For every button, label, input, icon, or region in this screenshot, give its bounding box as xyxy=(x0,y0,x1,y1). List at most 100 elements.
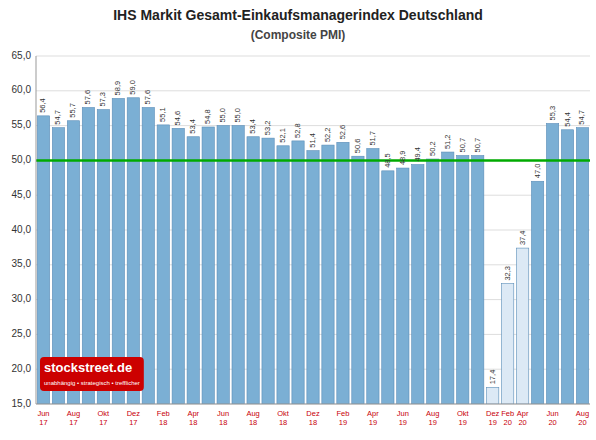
data-label: 55,0 xyxy=(218,108,227,123)
x-tick-line: 18 xyxy=(309,418,317,427)
bar xyxy=(427,159,439,404)
bar xyxy=(546,124,558,404)
x-axis xyxy=(36,404,590,405)
x-tick-line: Aug xyxy=(426,409,439,418)
x-tick-label: Aug19 xyxy=(426,409,439,427)
bar xyxy=(292,141,304,404)
chart: IHS Markit Gesamt-Einkaufsmanagerindex D… xyxy=(0,0,596,440)
x-tick-line: 17 xyxy=(99,418,107,427)
x-tick-label: Dez19 xyxy=(486,409,500,427)
x-tick-label: Dez17 xyxy=(127,409,141,427)
data-label: 54,4 xyxy=(563,112,572,127)
x-tick-label: Feb18 xyxy=(157,409,170,427)
data-label: 57,6 xyxy=(143,90,152,105)
x-tick-line: Okt xyxy=(457,409,470,418)
grid-line xyxy=(36,56,590,57)
x-tick-label: Apr20 xyxy=(517,409,529,427)
x-tick-label: Jun17 xyxy=(37,409,49,427)
bar xyxy=(277,146,289,404)
bar xyxy=(337,142,349,404)
x-tick-line: 20 xyxy=(518,418,526,427)
bar xyxy=(412,165,424,404)
x-tick-line: Okt xyxy=(277,409,290,418)
bars xyxy=(37,98,588,404)
data-label: 32,3 xyxy=(503,266,512,281)
x-tick-line: 20 xyxy=(503,418,511,427)
x-tick-line: Feb xyxy=(336,409,349,418)
bar xyxy=(307,151,319,404)
x-tick-label: Apr19 xyxy=(367,409,379,427)
reference-line xyxy=(36,159,590,162)
x-tick-label: Okt19 xyxy=(457,409,470,427)
bar xyxy=(382,171,394,404)
title: IHS Markit Gesamt-Einkaufsmanagerindex D… xyxy=(113,7,483,23)
data-label: 54,7 xyxy=(577,110,586,125)
x-tick-line: Aug xyxy=(246,409,259,418)
data-label: 57,3 xyxy=(98,92,107,107)
data-label: 55,1 xyxy=(158,107,167,122)
x-tick-line: 17 xyxy=(69,418,77,427)
y-tick-label: 30,0 xyxy=(12,293,32,304)
bar xyxy=(442,152,454,404)
y-tick-label: 15,0 xyxy=(12,398,32,409)
data-label: 37,4 xyxy=(518,230,527,245)
data-label: 49,4 xyxy=(413,147,422,162)
x-tick-label: Feb20 xyxy=(501,409,514,427)
bar xyxy=(217,126,229,404)
y-tick-label: 40,0 xyxy=(12,224,32,235)
x-tick-line: Jun xyxy=(397,409,409,418)
x-tick-line: Dez xyxy=(306,409,320,418)
x-tick-line: Dez xyxy=(486,409,500,418)
data-label: 50,7 xyxy=(473,138,482,153)
bar xyxy=(397,168,409,404)
data-label: 53,2 xyxy=(263,121,272,136)
data-label: 58,9 xyxy=(113,81,122,96)
watermark-box xyxy=(40,357,144,391)
x-tick-line: Aug xyxy=(576,409,589,418)
x-tick-line: 20 xyxy=(548,418,556,427)
bar xyxy=(262,138,274,404)
data-label: 51,7 xyxy=(368,131,377,146)
x-tick-line: 19 xyxy=(429,418,437,427)
x-tick-line: 19 xyxy=(339,418,347,427)
watermark-subtext: unabhängig • strategisch • trefflicher xyxy=(44,380,140,386)
x-tick-label: Aug18 xyxy=(246,409,259,427)
data-label: 50,2 xyxy=(428,141,437,156)
bar xyxy=(367,149,379,404)
x-tick-label: Okt17 xyxy=(98,409,111,427)
x-tick-line: 18 xyxy=(219,418,227,427)
bar xyxy=(352,156,364,404)
data-label: 56,4 xyxy=(38,98,47,113)
x-tick-line: 19 xyxy=(399,418,407,427)
bar xyxy=(531,181,543,404)
x-tick-line: 18 xyxy=(279,418,287,427)
grid-line xyxy=(36,160,590,161)
y-tick-label: 50,0 xyxy=(12,154,32,165)
grid-line xyxy=(36,404,590,405)
data-label: 48,9 xyxy=(398,150,407,165)
bar xyxy=(457,156,469,404)
y-tick-label: 60,0 xyxy=(12,84,32,95)
x-tick-line: Jun xyxy=(547,409,559,418)
bar xyxy=(142,108,154,404)
y-grid xyxy=(36,56,590,404)
y-tick-label: 55,0 xyxy=(12,119,32,130)
y-tick-label: 65,0 xyxy=(12,50,32,61)
bar xyxy=(322,145,334,404)
x-tick-line: Jun xyxy=(37,409,49,418)
data-label: 52,1 xyxy=(278,128,287,143)
y-tick-label: 20,0 xyxy=(12,363,32,374)
data-label: 50,6 xyxy=(353,139,362,154)
x-tick-line: 19 xyxy=(489,418,497,427)
data-label: 48,5 xyxy=(383,153,392,168)
x-tick-line: Feb xyxy=(501,409,514,418)
x-tick-line: Aug xyxy=(67,409,80,418)
data-label: 59,0 xyxy=(128,80,137,95)
y-tick-label: 45,0 xyxy=(12,189,32,200)
data-label: 55,7 xyxy=(68,103,77,118)
data-label: 17,4 xyxy=(488,370,497,385)
x-tick-line: Dez xyxy=(127,409,141,418)
data-label: 52,6 xyxy=(338,125,347,140)
bar xyxy=(247,137,259,404)
x-tick-line: Apr xyxy=(517,409,529,418)
